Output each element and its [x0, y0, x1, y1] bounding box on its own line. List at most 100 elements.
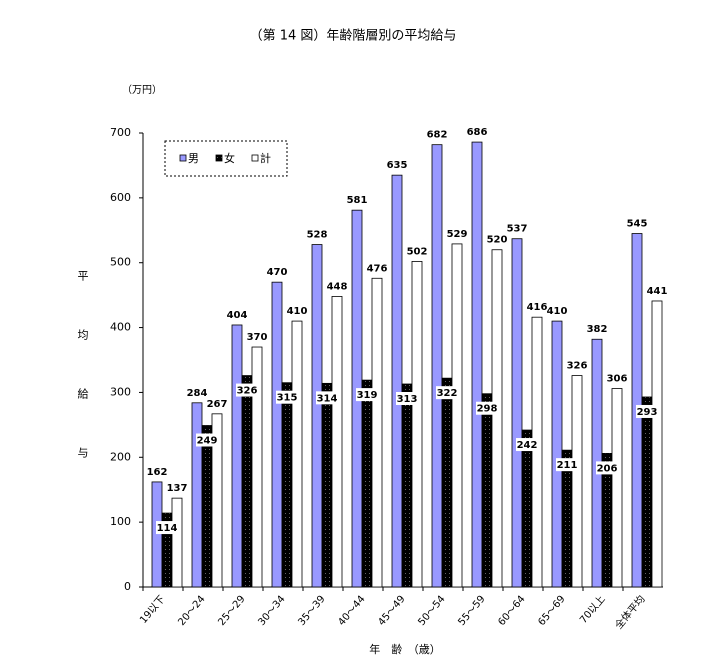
bar: [511, 238, 523, 588]
bar: [481, 393, 493, 588]
y-tick-label: 200: [110, 450, 131, 463]
bar: [171, 497, 183, 588]
x-axis-title: 年 齢 （歳）: [369, 642, 441, 656]
bar: [311, 244, 323, 588]
value-label: 284: [187, 388, 208, 399]
x-tick-label: 25～29: [216, 594, 247, 628]
value-label-bg: [476, 401, 498, 415]
value-label: 267: [207, 399, 228, 410]
value-label-bg: [276, 390, 298, 404]
value-label: 528: [307, 230, 328, 241]
y-tick-label: 400: [110, 321, 131, 334]
bar: [431, 144, 443, 588]
legend-label: 男: [188, 152, 199, 165]
bar: [391, 174, 403, 588]
x-tick-label: 30～34: [256, 594, 287, 628]
value-label-bg: [356, 388, 378, 402]
bar: [321, 382, 333, 588]
legend-swatch: [251, 154, 259, 162]
bar: [241, 375, 253, 588]
value-label: 313: [397, 394, 418, 405]
value-label: 137: [167, 483, 188, 494]
y-tick-label: 0: [124, 580, 131, 593]
value-label: 306: [607, 374, 628, 385]
bar: [571, 375, 583, 588]
value-label: 581: [347, 195, 368, 206]
value-label: 211: [557, 460, 578, 471]
value-label-bg: [236, 383, 258, 397]
value-label: 537: [507, 224, 528, 235]
y-unit: （万円）: [122, 84, 162, 96]
value-label: 319: [357, 390, 378, 401]
bar: [451, 243, 463, 588]
x-tick-label: 60～64: [496, 594, 527, 628]
bar: [231, 324, 243, 588]
bar: [291, 320, 303, 588]
legend-swatch: [215, 154, 223, 162]
bar: [531, 316, 543, 588]
y-tick-label: 300: [110, 385, 131, 398]
value-label: 322: [437, 388, 458, 399]
bar: [551, 320, 563, 588]
bar: [201, 425, 213, 588]
bar: [271, 281, 283, 588]
value-label: 242: [517, 440, 538, 451]
value-label: 382: [587, 324, 608, 335]
x-tick-label: 19以下: [138, 594, 167, 626]
value-label-bg: [316, 391, 338, 405]
value-label: 416: [527, 302, 548, 313]
bar: [331, 296, 343, 588]
legend-box: [164, 140, 288, 177]
bar: [151, 481, 163, 588]
y-tick-label: 100: [110, 515, 131, 528]
bar: [191, 402, 203, 588]
value-label: 476: [367, 263, 388, 274]
value-label-bg: [156, 521, 178, 535]
y-tick-label: 500: [110, 256, 131, 269]
value-label: 410: [287, 306, 308, 317]
bar: [211, 413, 223, 588]
value-label-bg: [556, 458, 578, 472]
bar: [371, 277, 383, 588]
value-label: 682: [427, 130, 448, 141]
value-label-bg: [596, 461, 618, 475]
value-label-bg: [396, 391, 418, 405]
value-label: 502: [407, 246, 428, 257]
x-tick-label: 50～54: [416, 594, 447, 628]
value-label: 206: [597, 463, 618, 474]
value-label: 298: [477, 404, 498, 415]
y-tick-label: 700: [110, 126, 131, 139]
bar: [441, 377, 453, 588]
x-tick-label: 70以上: [577, 593, 607, 626]
value-label-bg: [196, 433, 218, 447]
value-label: 314: [317, 393, 338, 404]
bar: [491, 249, 503, 588]
value-label-bg: [636, 404, 658, 418]
value-label: 470: [267, 267, 288, 278]
value-label: 404: [227, 310, 248, 321]
value-label-bg: [436, 386, 458, 400]
bar: [401, 383, 413, 588]
bar: [641, 396, 653, 588]
x-tick-label: 55～59: [456, 594, 487, 628]
legend-label: 計: [260, 151, 271, 165]
legend-label: 女: [224, 151, 235, 165]
bar: [411, 261, 423, 588]
bar: [281, 382, 293, 588]
x-tick-label: 20～24: [176, 594, 207, 628]
value-label: 370: [247, 332, 268, 343]
bar: [521, 429, 533, 588]
x-tick-label: 65～69: [536, 594, 567, 628]
bar: [251, 346, 263, 588]
value-label: 529: [447, 229, 468, 240]
x-tick-label: 45～49: [376, 594, 407, 628]
value-label: 114: [157, 523, 178, 534]
x-tick-label: 40～44: [336, 594, 367, 628]
value-label: 162: [147, 467, 168, 478]
bar: [361, 379, 373, 588]
x-tick-label: 全体平均: [612, 593, 648, 632]
value-label: 293: [637, 407, 658, 418]
value-label: 686: [467, 127, 488, 138]
value-label: 410: [547, 306, 568, 317]
